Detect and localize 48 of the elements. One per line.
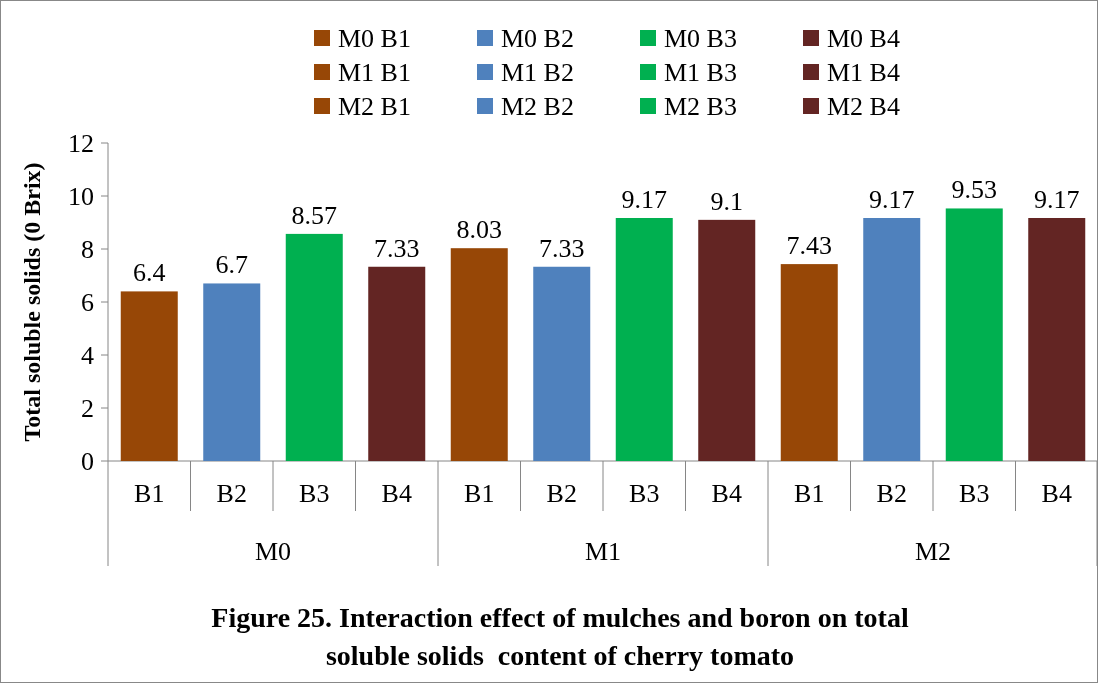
x-tick-label: B2 bbox=[216, 479, 247, 509]
data-label: 6.4 bbox=[133, 258, 166, 288]
x-tick-label: B3 bbox=[299, 479, 330, 509]
x-tick-label: B4 bbox=[381, 479, 412, 509]
data-label: 7.33 bbox=[374, 233, 420, 263]
legend-label: M2 B4 bbox=[827, 92, 900, 122]
y-tick-label: 12 bbox=[68, 129, 94, 159]
y-tick-label: 0 bbox=[81, 447, 94, 477]
legend-label: M2 B2 bbox=[501, 92, 574, 122]
data-label: 8.03 bbox=[456, 215, 502, 245]
text: Figure 25. Interaction effect of mulches and boron on total soluble solids content of cherry tomato bbox=[211, 601, 909, 671]
legend-label: M0 B4 bbox=[827, 24, 900, 54]
legend-label: M2 B1 bbox=[338, 92, 411, 122]
x-tick-label: B1 bbox=[794, 479, 825, 509]
y-axis-title: Total soluble solids (0 Brix) bbox=[19, 162, 45, 442]
text: M0 bbox=[254, 537, 292, 567]
legend-label: M1 B1 bbox=[338, 58, 411, 88]
y-tick-label: 2 bbox=[81, 394, 94, 424]
x-tick-label: B4 bbox=[711, 479, 742, 509]
x-tick-label: B2 bbox=[876, 479, 907, 509]
data-label: 9.1 bbox=[710, 186, 743, 216]
legend-label: M0 B1 bbox=[338, 24, 411, 54]
x-tick-label: B1 bbox=[134, 479, 165, 509]
x-tick-label: B2 bbox=[546, 479, 577, 509]
data-label: 7.33 bbox=[539, 233, 585, 263]
data-label: 9.17 bbox=[1034, 184, 1080, 214]
data-label: 9.17 bbox=[869, 184, 915, 214]
y-tick-label: 6 bbox=[81, 288, 94, 318]
x-tick-label: B1 bbox=[464, 479, 495, 509]
text: M1 bbox=[584, 537, 622, 567]
legend-label: M0 B2 bbox=[501, 24, 574, 54]
y-tick-label: 4 bbox=[81, 341, 94, 371]
legend-label: M1 B3 bbox=[664, 58, 737, 88]
legend-label: M0 B3 bbox=[664, 24, 737, 54]
data-label: 9.53 bbox=[951, 175, 997, 205]
data-label: 7.43 bbox=[786, 231, 832, 261]
text: M2 bbox=[914, 537, 952, 567]
data-label: 6.7 bbox=[215, 250, 248, 280]
x-tick-label: B3 bbox=[959, 479, 990, 509]
x-tick-label: B4 bbox=[1041, 479, 1072, 509]
y-tick-label: 10 bbox=[68, 182, 94, 212]
y-tick-label: 8 bbox=[81, 235, 94, 265]
x-tick-label: B3 bbox=[629, 479, 660, 509]
data-label: 9.17 bbox=[621, 184, 667, 214]
data-label: 8.57 bbox=[291, 200, 337, 230]
legend-label: M2 B3 bbox=[664, 92, 737, 122]
legend-label: M1 B4 bbox=[827, 58, 900, 88]
legend-label: M1 B2 bbox=[501, 58, 574, 88]
